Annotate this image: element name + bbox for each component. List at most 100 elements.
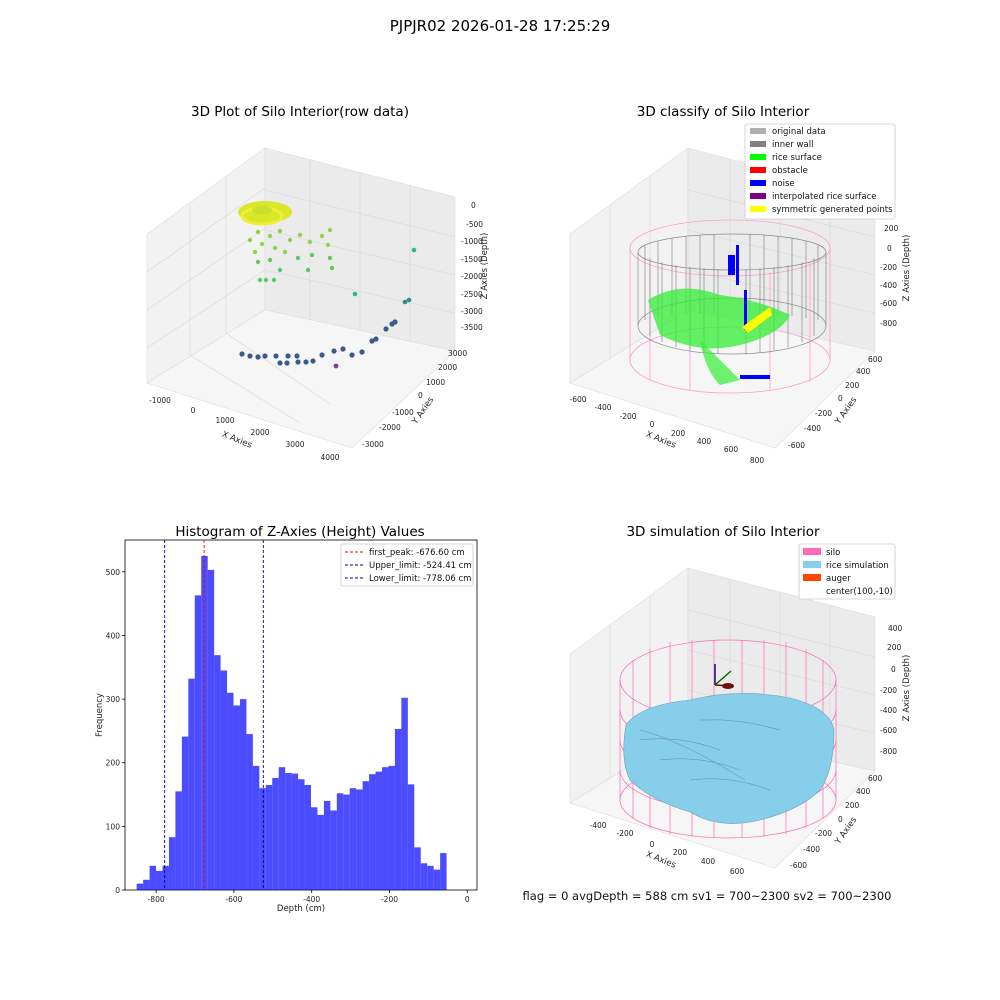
histogram-y-label: Frequency [95, 693, 105, 737]
histogram-vlines [164, 540, 264, 890]
classify-z-tick: 0 [887, 244, 892, 253]
simulation-auger-axes [714, 664, 734, 689]
histogram-x-tick: -600 [225, 895, 242, 904]
legend-swatch-obstacle [750, 167, 766, 173]
raw-z-tick: -3500 [461, 323, 483, 332]
legend-label: rice surface [772, 153, 822, 163]
simulation-panel: 3D simulation of Silo Interior [569, 524, 912, 876]
classify-x-tick: 600 [724, 445, 739, 454]
legend-label: Lower_limit: -778.06 cm [369, 574, 471, 584]
raw-y-tick: -2000 [379, 423, 401, 432]
histogram-bar [259, 788, 266, 890]
histogram-bar [291, 773, 299, 890]
histogram-bar [233, 705, 240, 890]
classify-x-tick: -200 [619, 412, 636, 421]
histogram-x-tick: -400 [303, 895, 320, 904]
histogram-bar [440, 853, 447, 890]
histogram-bar [401, 697, 408, 890]
legend-swatch-original [750, 128, 766, 134]
classify-noise [728, 245, 770, 379]
histogram-x-tick: 0 [465, 895, 470, 904]
classify-panel: 3D classify of Silo Interior [569, 104, 912, 465]
raw-z-tick: -500 [466, 220, 483, 229]
simulation-z-tick: -200 [880, 686, 897, 695]
raw-grid [146, 160, 456, 424]
classify-y-tick: 200 [845, 381, 860, 390]
simulation-y-label: Y Axies [833, 815, 860, 847]
raw-x-tick: 3000 [285, 440, 304, 449]
simulation-legend: silo rice simulation auger center(100,-1… [798, 543, 896, 600]
legend-label: center(100,-10) [826, 587, 893, 597]
simulation-y-tick: -600 [790, 861, 807, 870]
simulation-z-tick: 200 [887, 643, 902, 652]
classify-z-tick: -600 [880, 299, 897, 308]
histogram-bar [220, 670, 228, 890]
histogram-bar [239, 699, 247, 890]
simulation-x-tick: -200 [616, 829, 633, 838]
histogram-bar [317, 814, 324, 890]
histogram-bar [194, 595, 202, 890]
legend-label: interpolated rice surface [772, 192, 877, 202]
classify-y-label: Y Axies [833, 395, 860, 427]
legend-label: auger [826, 574, 851, 584]
simulation-z-tick: -400 [880, 706, 897, 715]
histogram-bar [214, 655, 221, 890]
legend-label: silo [826, 548, 840, 558]
legend-label: original data [772, 127, 826, 137]
histogram-bar [394, 729, 402, 890]
histogram-legend: first_peak: -676.60 cm Upper_limit: -524… [340, 543, 474, 587]
simulation-y-tick: 400 [856, 787, 871, 796]
histogram-bar [414, 847, 421, 890]
histogram-bar [433, 869, 441, 890]
histogram-x-tick: -800 [148, 895, 165, 904]
raw-z-tick: -2000 [461, 272, 483, 281]
classify-x-tick: 200 [671, 429, 686, 438]
histogram-bar [136, 883, 144, 890]
raw-z-tick: -3000 [461, 307, 483, 316]
classify-rice-surface [648, 288, 790, 385]
legend-swatch-rice-simulation [803, 561, 821, 568]
simulation-x-tick: 400 [701, 857, 716, 866]
simulation-x-tick: -400 [589, 821, 606, 830]
classify-x-tick: 0 [650, 420, 655, 429]
simulation-z-tick: -800 [880, 747, 897, 756]
simulation-y-tick: 600 [868, 774, 883, 783]
classify-z-tick: 200 [884, 224, 899, 233]
classify-z-label: Z Axies (Depth) [902, 235, 912, 302]
raw-x-label: X Axies [220, 430, 253, 451]
histogram-y-tick: 300 [106, 695, 121, 704]
raw-bottom-scatter [239, 319, 398, 369]
classify-y-tick: 400 [856, 367, 871, 376]
raw-y-tick: 3000 [448, 349, 467, 358]
legend-label: noise [772, 179, 795, 189]
simulation-y-tick: 200 [845, 801, 860, 810]
histogram-bar [375, 771, 383, 890]
raw-y-tick: -1000 [392, 408, 414, 417]
histogram-bar [343, 794, 350, 890]
histogram-bar [285, 772, 292, 890]
simulation-y-tick: -200 [815, 829, 832, 838]
classify-y-tick: -600 [788, 441, 805, 450]
histogram-bar [143, 879, 150, 890]
histogram-bar [362, 781, 370, 890]
raw-surface-scatter [238, 201, 417, 305]
histogram-bar [246, 734, 253, 890]
raw-x-tick: 0 [191, 406, 196, 415]
raw-y-tick: 1000 [426, 378, 445, 387]
legend-label: Upper_limit: -524.41 cm [369, 561, 472, 571]
classify-symmetric [742, 307, 772, 333]
classify-x-tick: 800 [750, 456, 765, 465]
histogram-bar [207, 569, 215, 890]
raw-data-panel: 3D Plot of Silo Interior(row data) [146, 104, 490, 462]
raw-y-tick: 2000 [438, 363, 457, 372]
histogram-bar [336, 793, 344, 890]
raw-y-tick: -3000 [362, 440, 384, 449]
classify-y-tick: -200 [815, 409, 832, 418]
histogram-bar [162, 865, 169, 890]
classify-y-tick: -400 [804, 424, 821, 433]
legend-label: obstacle [772, 166, 808, 176]
histogram-bar [388, 765, 395, 890]
histogram-bar [382, 767, 389, 890]
histogram-bar [168, 837, 176, 890]
histogram-bars [136, 555, 447, 890]
